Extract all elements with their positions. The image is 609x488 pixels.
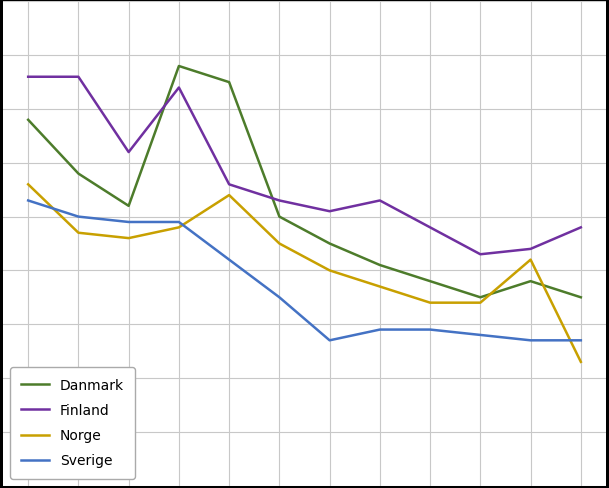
Norge	[326, 268, 333, 274]
Finland	[527, 246, 534, 252]
Sverige	[225, 257, 233, 263]
Finland	[175, 85, 183, 91]
Norge	[527, 257, 534, 263]
Finland	[426, 225, 434, 231]
Danmark	[376, 263, 384, 268]
Sverige	[577, 338, 585, 344]
Norge	[75, 230, 82, 236]
Sverige	[24, 198, 32, 204]
Finland	[326, 209, 333, 215]
Sverige	[75, 214, 82, 220]
Sverige	[326, 338, 333, 344]
Finland	[125, 150, 132, 156]
Danmark	[24, 118, 32, 123]
Sverige	[477, 332, 484, 338]
Danmark	[577, 295, 585, 301]
Legend: Danmark, Finland, Norge, Sverige: Danmark, Finland, Norge, Sverige	[10, 367, 135, 479]
Line: Danmark: Danmark	[28, 67, 581, 298]
Finland	[75, 75, 82, 81]
Norge	[225, 193, 233, 199]
Norge	[376, 284, 384, 290]
Danmark	[75, 171, 82, 177]
Line: Norge: Norge	[28, 185, 581, 362]
Danmark	[426, 279, 434, 285]
Line: Sverige: Sverige	[28, 201, 581, 341]
Norge	[125, 236, 132, 242]
Norge	[477, 300, 484, 306]
Sverige	[276, 295, 283, 301]
Finland	[225, 182, 233, 188]
Sverige	[125, 220, 132, 225]
Sverige	[175, 220, 183, 225]
Sverige	[527, 338, 534, 344]
Danmark	[225, 80, 233, 86]
Danmark	[527, 279, 534, 285]
Norge	[426, 300, 434, 306]
Norge	[175, 225, 183, 231]
Finland	[477, 252, 484, 258]
Danmark	[175, 64, 183, 70]
Danmark	[326, 241, 333, 247]
Finland	[376, 198, 384, 204]
Finland	[276, 198, 283, 204]
Norge	[24, 182, 32, 188]
Danmark	[276, 214, 283, 220]
Finland	[577, 225, 585, 231]
Norge	[577, 359, 585, 365]
Danmark	[125, 203, 132, 209]
Sverige	[376, 327, 384, 333]
Norge	[276, 241, 283, 247]
Sverige	[426, 327, 434, 333]
Danmark	[477, 295, 484, 301]
Line: Finland: Finland	[28, 78, 581, 255]
Finland	[24, 75, 32, 81]
